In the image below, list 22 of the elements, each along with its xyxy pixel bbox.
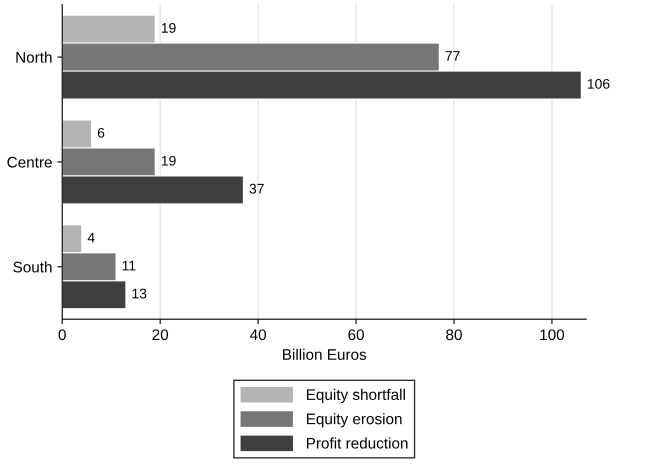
x-tick-label: 20 (152, 329, 168, 340)
data-label: 11 (122, 260, 136, 270)
data-label: 4 (88, 232, 95, 242)
data-label: 37 (250, 184, 264, 194)
y-tick-label: Centre (7, 156, 52, 168)
y-tick-label: South (13, 261, 52, 272)
x-tick-label: 100 (540, 329, 564, 340)
data-label: 77 (446, 51, 460, 61)
x-tick-label: 40 (250, 329, 266, 340)
data-label: 6 (98, 128, 104, 138)
data-label: 13 (132, 288, 146, 298)
x-tick-label: 80 (446, 329, 462, 340)
x-tick-label: 60 (348, 329, 364, 340)
y-tick-label: North (16, 52, 52, 63)
legend-label: Profit reduction (306, 437, 408, 449)
legend-label: Equity shortfall (306, 388, 405, 404)
data-label: 19 (162, 156, 176, 166)
data-label: 19 (162, 23, 176, 33)
data-label: 106 (588, 78, 610, 89)
x-axis-title: Billion Euros (283, 348, 366, 360)
legend-label: Equity erosion (306, 413, 402, 428)
x-tick-label: 0 (58, 329, 66, 340)
